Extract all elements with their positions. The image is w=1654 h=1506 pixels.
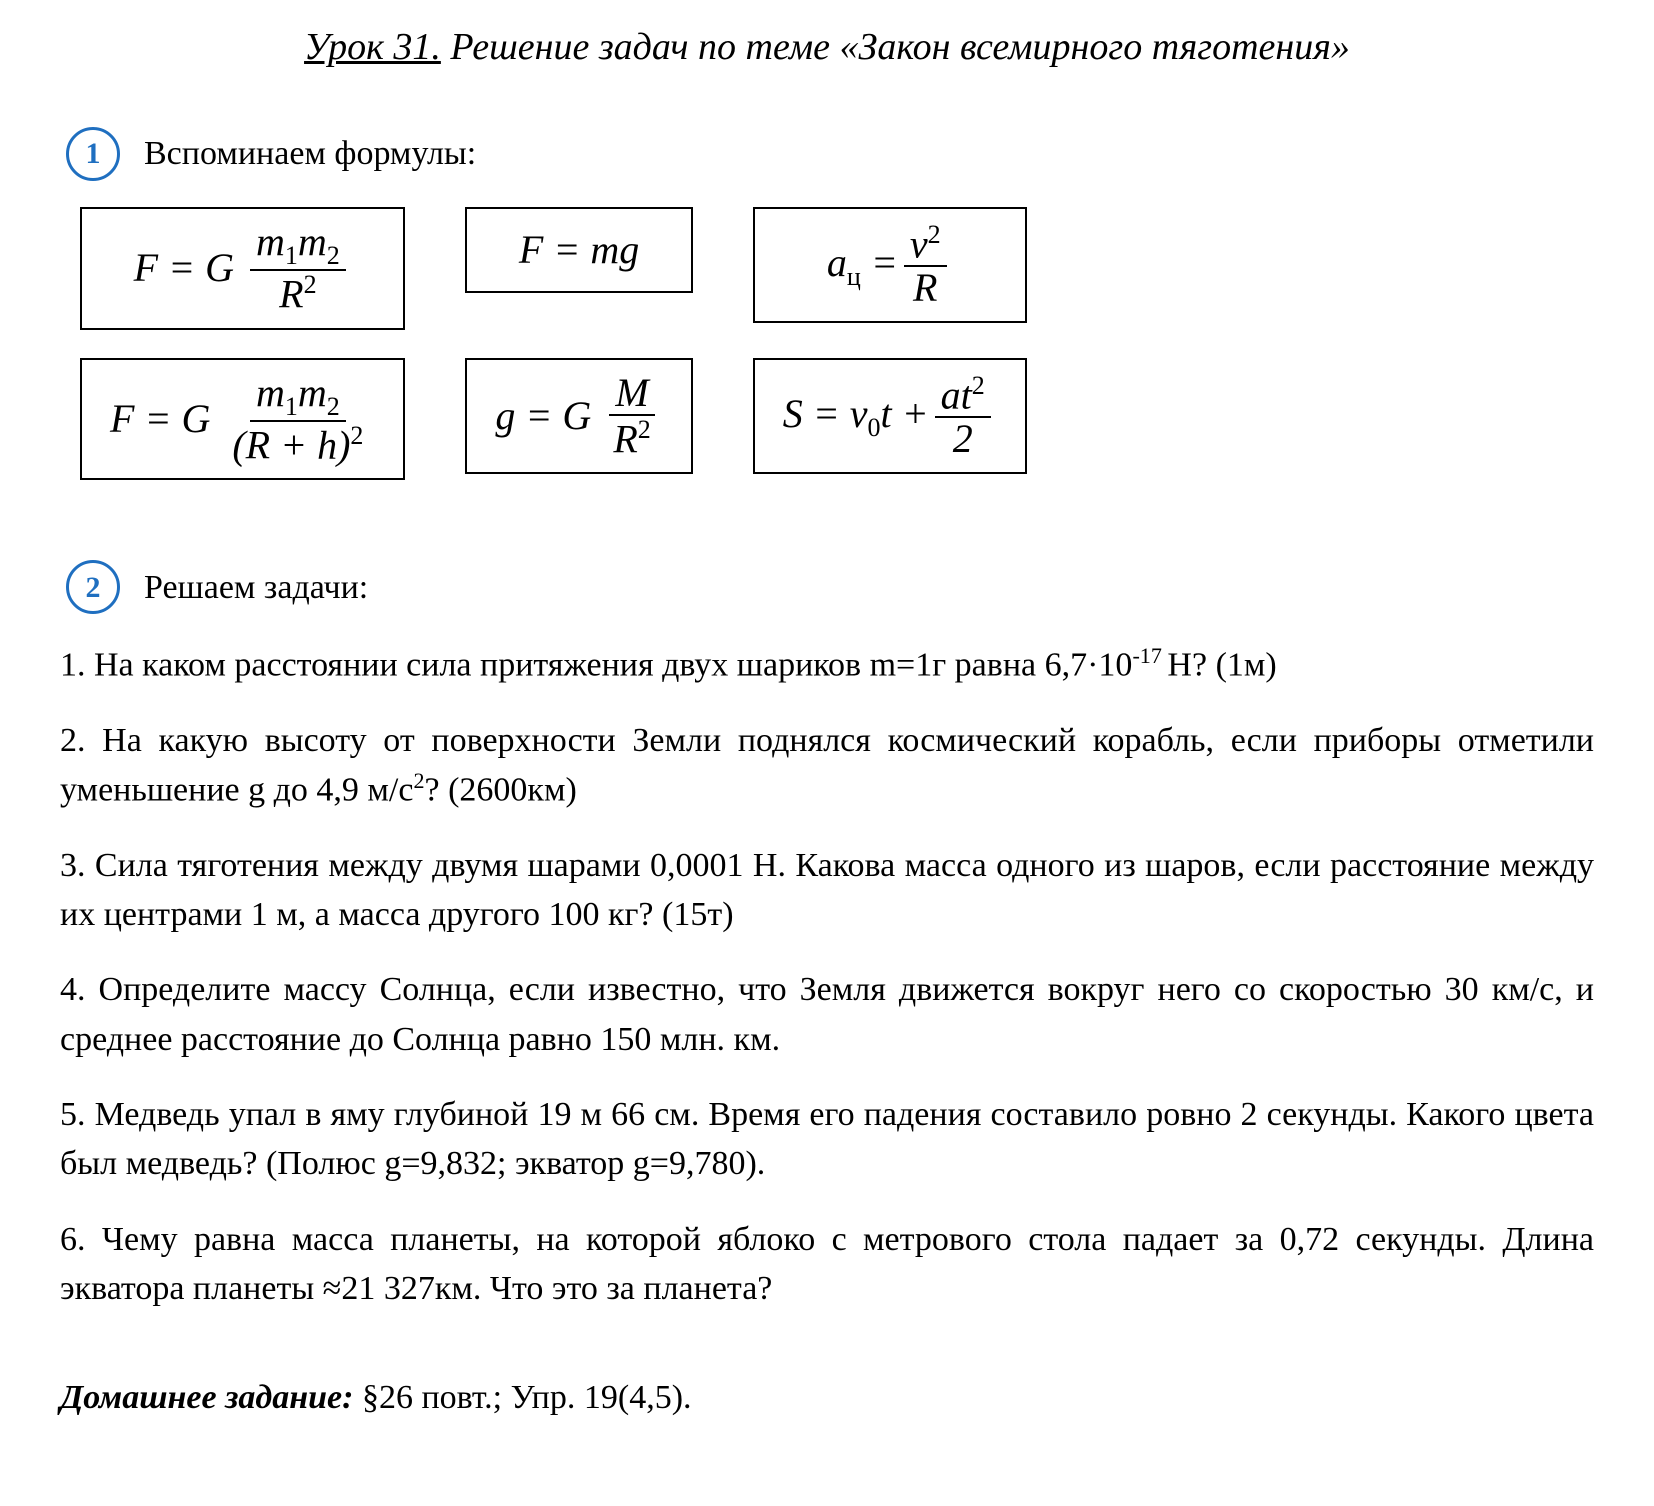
fraction: m1m2 R2 <box>250 221 346 316</box>
section-2-header: 2 Решаем задачи: <box>66 560 1594 614</box>
problem-5: 5. Медведь упал в яму глубиной 19 м 66 с… <box>60 1090 1594 1189</box>
formula-g-from-mass: g = G M R2 <box>465 358 692 474</box>
section-2-badge: 2 <box>66 560 120 614</box>
problem-list: 1. На каком расстоянии сила притяжения д… <box>60 640 1594 1313</box>
problem-1: 1. На каком расстоянии сила притяжения д… <box>60 640 1594 690</box>
lesson-topic: Решение задач по теме «Закон всемирного … <box>441 26 1350 68</box>
denominator: (R + h)2 <box>226 422 369 466</box>
problem-3: 3. Сила тяготения между двумя шарами 0,0… <box>60 841 1594 940</box>
document-page: Урок 31. Решение задач по теме «Закон вс… <box>0 0 1654 1506</box>
numerator: m1m2 <box>250 372 346 422</box>
numerator: at2 <box>935 372 991 418</box>
numerator: M <box>609 372 654 416</box>
problem-4: 4. Определите массу Солнца, если известн… <box>60 965 1594 1064</box>
problem-1-text-b: Н? (1м) <box>1167 647 1276 684</box>
formula-left: aц = <box>827 234 898 296</box>
homework-text: §26 повт.; Упр. 19(4,5). <box>353 1379 691 1416</box>
fraction: v2 R <box>904 221 947 309</box>
problem-2-text-a: 2. На какую высоту от поверхности Земли … <box>60 722 1594 809</box>
section-2-label: Решаем задачи: <box>144 563 368 612</box>
denominator: R <box>907 267 943 309</box>
formula-left: g = G <box>495 387 601 445</box>
problem-2-exp: 2 <box>413 768 424 793</box>
problem-6: 6. Чему равна масса планеты, на которой … <box>60 1215 1594 1314</box>
section-1-header: 1 Вспоминаем формулы: <box>66 127 1594 181</box>
formula-left: F = G <box>110 390 220 448</box>
formula-gravitation-basic: F = G m1m2 R2 <box>80 207 405 330</box>
problem-2: 2. На какую высоту от поверхности Земли … <box>60 716 1594 815</box>
homework: Домашнее задание: §26 повт.; Упр. 19(4,5… <box>60 1373 1594 1422</box>
denominator: R2 <box>607 416 656 460</box>
denominator: R2 <box>273 271 322 315</box>
problem-1-text-a: 1. На каком расстоянии сила притяжения д… <box>60 647 1132 684</box>
problem-1-exp: -17 <box>1132 643 1167 668</box>
formula-left: F = G <box>134 239 244 297</box>
page-title: Урок 31. Решение задач по теме «Закон вс… <box>60 20 1594 75</box>
section-1-badge: 1 <box>66 127 120 181</box>
lesson-number: Урок 31. <box>304 26 441 68</box>
section-1-label: Вспоминаем формулы: <box>144 129 476 178</box>
formula-kinematics: S = v0t + at2 2 <box>753 358 1027 474</box>
fraction: m1m2 (R + h)2 <box>226 372 369 467</box>
denominator: 2 <box>947 418 979 460</box>
numerator: v2 <box>904 221 947 267</box>
numerator: m1m2 <box>250 221 346 271</box>
formula-centripetal: aц = v2 R <box>753 207 1027 323</box>
formula-left: S = v0t + <box>783 385 929 447</box>
fraction: M R2 <box>607 372 656 460</box>
homework-label: Домашнее задание: <box>60 1379 353 1416</box>
formula-gravitation-height: F = G m1m2 (R + h)2 <box>80 358 405 481</box>
formula-grid: F = G m1m2 R2 F = mg aц = v2 R F = G m1m… <box>80 207 1594 480</box>
problem-2-text-b: ? (2600км) <box>425 772 577 809</box>
fraction: at2 2 <box>935 372 991 460</box>
formula-weight: F = mg <box>465 207 692 293</box>
formula-text: F = mg <box>519 221 639 279</box>
